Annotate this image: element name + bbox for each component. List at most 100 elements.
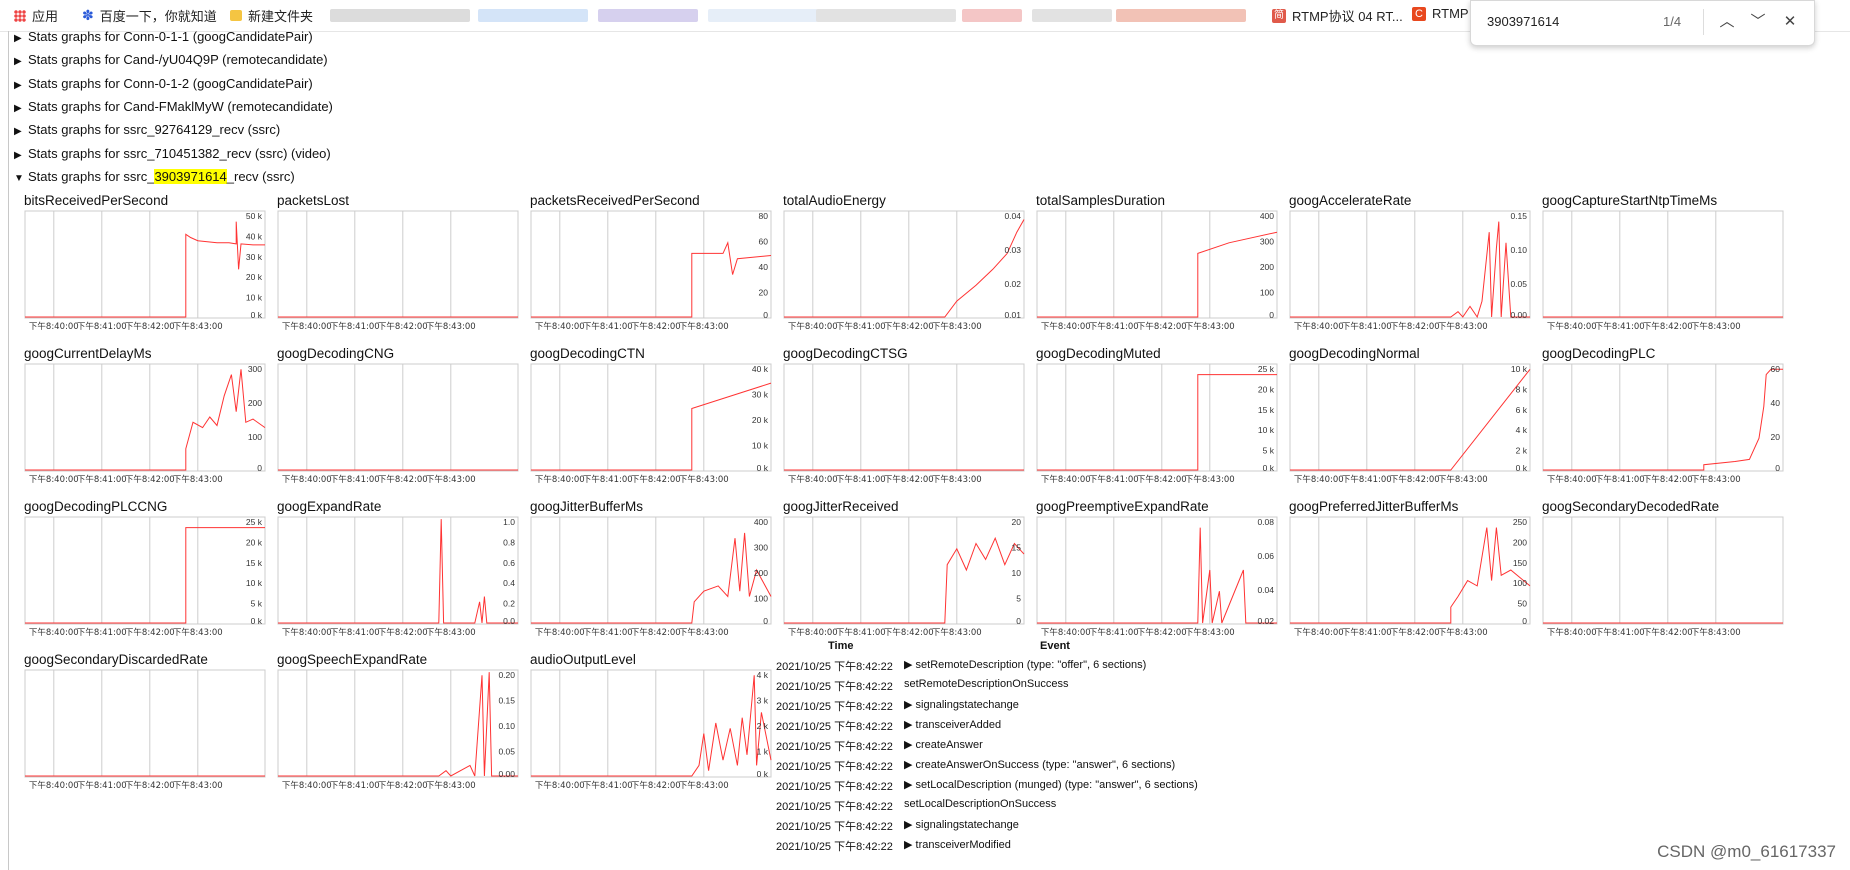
x-tick-label: 下午8:43:00 bbox=[1185, 474, 1235, 485]
series-line bbox=[531, 382, 772, 471]
graph-title: googDecodingCNG bbox=[277, 346, 395, 361]
y-tick-label: 4 k bbox=[757, 670, 769, 680]
stats-graph: googCaptureStartNtpTimeMs 下午8:40:00 下午8:41… bbox=[1542, 193, 1787, 343]
y-tick-label: 0 k bbox=[1516, 463, 1528, 473]
x-tick-label: 下午8:41:00 bbox=[836, 627, 886, 638]
event-name: ▶ createAnswer bbox=[904, 739, 983, 751]
x-tick-label: 下午8:40:00 bbox=[535, 627, 585, 638]
blurred-bookmark bbox=[1116, 9, 1246, 22]
y-tick-label: 20 bbox=[759, 288, 769, 298]
section-toggle[interactable]: ▶ Stats graphs for Conn-0-1-2 (googCandid… bbox=[14, 76, 313, 91]
graph-title: googAccelerateRate bbox=[1289, 193, 1412, 208]
y-tick-label: 20 k bbox=[752, 415, 769, 425]
section-toggle[interactable]: ▶ Stats graphs for ssrc_92764129_recv (ss… bbox=[14, 122, 280, 137]
section-toggle[interactable]: ▶ Stats graphs for Cand-/yU04Q9P (remotec… bbox=[14, 52, 328, 67]
collapsed-arrow-icon: ▶ bbox=[14, 80, 22, 91]
plot-border bbox=[1542, 210, 1784, 319]
plot-border bbox=[530, 363, 772, 472]
graph-plot: 0.08 0.06 0.04 0.02 下午8:40:00下午8:41:00下午8:42… bbox=[1036, 516, 1278, 638]
section-toggle-open[interactable]: ▼ Stats graphs for ssrc_3903971614_recv (… bbox=[14, 169, 295, 184]
y-tick-label: 100 bbox=[1513, 578, 1527, 588]
event-name: ▶ setLocalDescription (munged) (type: "a… bbox=[904, 779, 1198, 791]
stats-graph: googSecondaryDecodedRate 下午8:40:00 下午8:41:… bbox=[1542, 499, 1787, 649]
section-toggle[interactable]: ▶ Stats graphs for Cand-FMaklMyW (remotec… bbox=[14, 99, 333, 114]
graph-plot: 400 300 200 100 0 下午8:40:00下午8:41:00下午8:42:00… bbox=[1036, 210, 1278, 332]
x-tick-label: 下午8:41:00 bbox=[836, 321, 886, 332]
graph-title: bitsReceivedPerSecond bbox=[24, 193, 169, 208]
y-tick-label: 0.10 bbox=[498, 721, 515, 731]
find-highlight: 3903971614 bbox=[154, 169, 227, 184]
x-tick-label: 下午8:42:00 bbox=[125, 474, 175, 485]
blurred-bookmark bbox=[330, 9, 470, 22]
x-tick-label: 下午8:42:00 bbox=[1390, 627, 1440, 638]
x-tick-label: 下午8:40:00 bbox=[282, 321, 332, 332]
event-time: 2021/10/25 下午8:42:22 bbox=[776, 781, 893, 793]
x-tick-label: 下午8:43:00 bbox=[173, 627, 223, 638]
bookmark-apps[interactable]: 应用 bbox=[14, 6, 58, 25]
x-tick-label: 下午8:42:00 bbox=[884, 627, 934, 638]
stats-graph: googDecodingMuted 25 k 20 k 15 k 10 k 5 k 0 k 下… bbox=[1036, 346, 1281, 496]
bookmark-rtmp-2[interactable]: C RTMP bbox=[1412, 6, 1469, 21]
stats-graph: googExpandRate 1.0 0.8 0.6 0.4 0.2 0.0 下午8:40:0… bbox=[277, 499, 522, 649]
folder-icon bbox=[230, 10, 242, 21]
series-line bbox=[784, 536, 1025, 624]
x-tick-label: 下午8:43:00 bbox=[1438, 321, 1488, 332]
y-tick-label: 0.06 bbox=[1257, 551, 1274, 561]
find-previous-button[interactable]: ︿ bbox=[1716, 11, 1738, 33]
series-line bbox=[531, 241, 772, 318]
y-tick-label: 200 bbox=[1260, 262, 1274, 272]
y-tick-label: 400 bbox=[1260, 211, 1274, 221]
y-tick-label: 0.01 bbox=[1004, 310, 1021, 320]
find-next-button[interactable]: ﹀ bbox=[1747, 11, 1769, 33]
section-label: Stats graphs for Cand-/yU04Q9P (remoteca… bbox=[28, 52, 328, 67]
x-tick-label: 下午8:42:00 bbox=[631, 780, 681, 791]
graph-title: googExpandRate bbox=[277, 499, 382, 514]
collapsed-arrow-icon: ▶ bbox=[14, 150, 22, 161]
bookmark-folder[interactable]: 新建文件夹 bbox=[230, 6, 313, 25]
section-toggle[interactable]: ▶ Stats graphs for ssrc_710451382_recv (s… bbox=[14, 146, 331, 161]
stats-graph: googDecodingPLC 60 40 20 0 下午8:40:00 下午8:41:00… bbox=[1542, 346, 1787, 496]
y-tick-label: 0.15 bbox=[1510, 211, 1527, 221]
x-tick-label: 下午8:43:00 bbox=[679, 474, 729, 485]
y-tick-label: 0.8 bbox=[503, 537, 515, 547]
y-tick-label: 40 k bbox=[752, 364, 769, 374]
x-tick-label: 下午8:43:00 bbox=[1438, 627, 1488, 638]
y-tick-label: 15 k bbox=[1258, 405, 1275, 415]
x-tick-label: 下午8:40:00 bbox=[535, 780, 585, 791]
y-tick-label: 0 bbox=[1775, 463, 1780, 473]
plot-border bbox=[1289, 210, 1531, 319]
bookmark-baidu[interactable]: ✽ 百度一下，你就知道 bbox=[82, 6, 217, 25]
series-line bbox=[1290, 527, 1531, 624]
y-tick-label: 0.2 bbox=[503, 599, 515, 609]
section-label-suffix: _recv (ssrc) bbox=[226, 169, 295, 184]
x-tick-label: 下午8:41:00 bbox=[330, 627, 380, 638]
graph-title: googCaptureStartNtpTimeMs bbox=[1542, 193, 1718, 208]
plot-border bbox=[277, 210, 519, 319]
graph-plot: 250 200 150 100 50 0 下午8:40:00下午8:41:00下午8:42:… bbox=[1289, 516, 1531, 638]
plot-border bbox=[783, 516, 1025, 625]
stats-graph: googDecodingCTSG 下午8:40:00 下午8:41:00 下午8:42… bbox=[783, 346, 1028, 496]
graph-title: googDecodingMuted bbox=[1036, 346, 1161, 361]
x-tick-label: 下午8:41:00 bbox=[1089, 474, 1139, 485]
x-tick-label: 下午8:41:00 bbox=[77, 321, 127, 332]
section-label: Stats graphs for Cand-FMaklMyW (remoteca… bbox=[28, 99, 333, 114]
find-input[interactable]: 3903971614 bbox=[1487, 14, 1560, 29]
y-tick-label: 2 k bbox=[757, 721, 769, 731]
bookmark-rtmp-2-label: RTMP bbox=[1432, 6, 1469, 21]
series-line bbox=[1037, 231, 1278, 318]
y-tick-label: 10 k bbox=[246, 578, 263, 588]
y-tick-label: 4 k bbox=[1516, 425, 1528, 435]
stats-graph: audioOutputLevel 4 k 3 k 2 k 1 k 0 k 下午8:40:00… bbox=[530, 652, 775, 802]
x-tick-label: 下午8:43:00 bbox=[1438, 474, 1488, 485]
x-tick-label: 下午8:41:00 bbox=[77, 627, 127, 638]
x-tick-label: 下午8:42:00 bbox=[884, 474, 934, 485]
y-tick-label: 0.20 bbox=[498, 670, 515, 680]
x-tick-label: 下午8:41:00 bbox=[836, 474, 886, 485]
section-toggle[interactable]: ▶ Stats graphs for Conn-0-1-1 (googCandid… bbox=[14, 29, 313, 44]
stats-graph: packetsLost 下午8:40:00 下午8:41:00 下午8:42:00 下午… bbox=[277, 193, 522, 343]
x-tick-label: 下午8:40:00 bbox=[29, 627, 79, 638]
find-close-button[interactable]: ✕ bbox=[1779, 11, 1801, 33]
stats-graph: totalAudioEnergy 0.04 0.03 0.02 0.01 下午8:40:0… bbox=[783, 193, 1028, 343]
stats-graph: googDecodingNormal 10 k 8 k 6 k 4 k 2 k 0 k 下午8… bbox=[1289, 346, 1534, 496]
bookmark-rtmp-1[interactable]: 简 RTMP协议 04 RT... bbox=[1272, 6, 1403, 25]
